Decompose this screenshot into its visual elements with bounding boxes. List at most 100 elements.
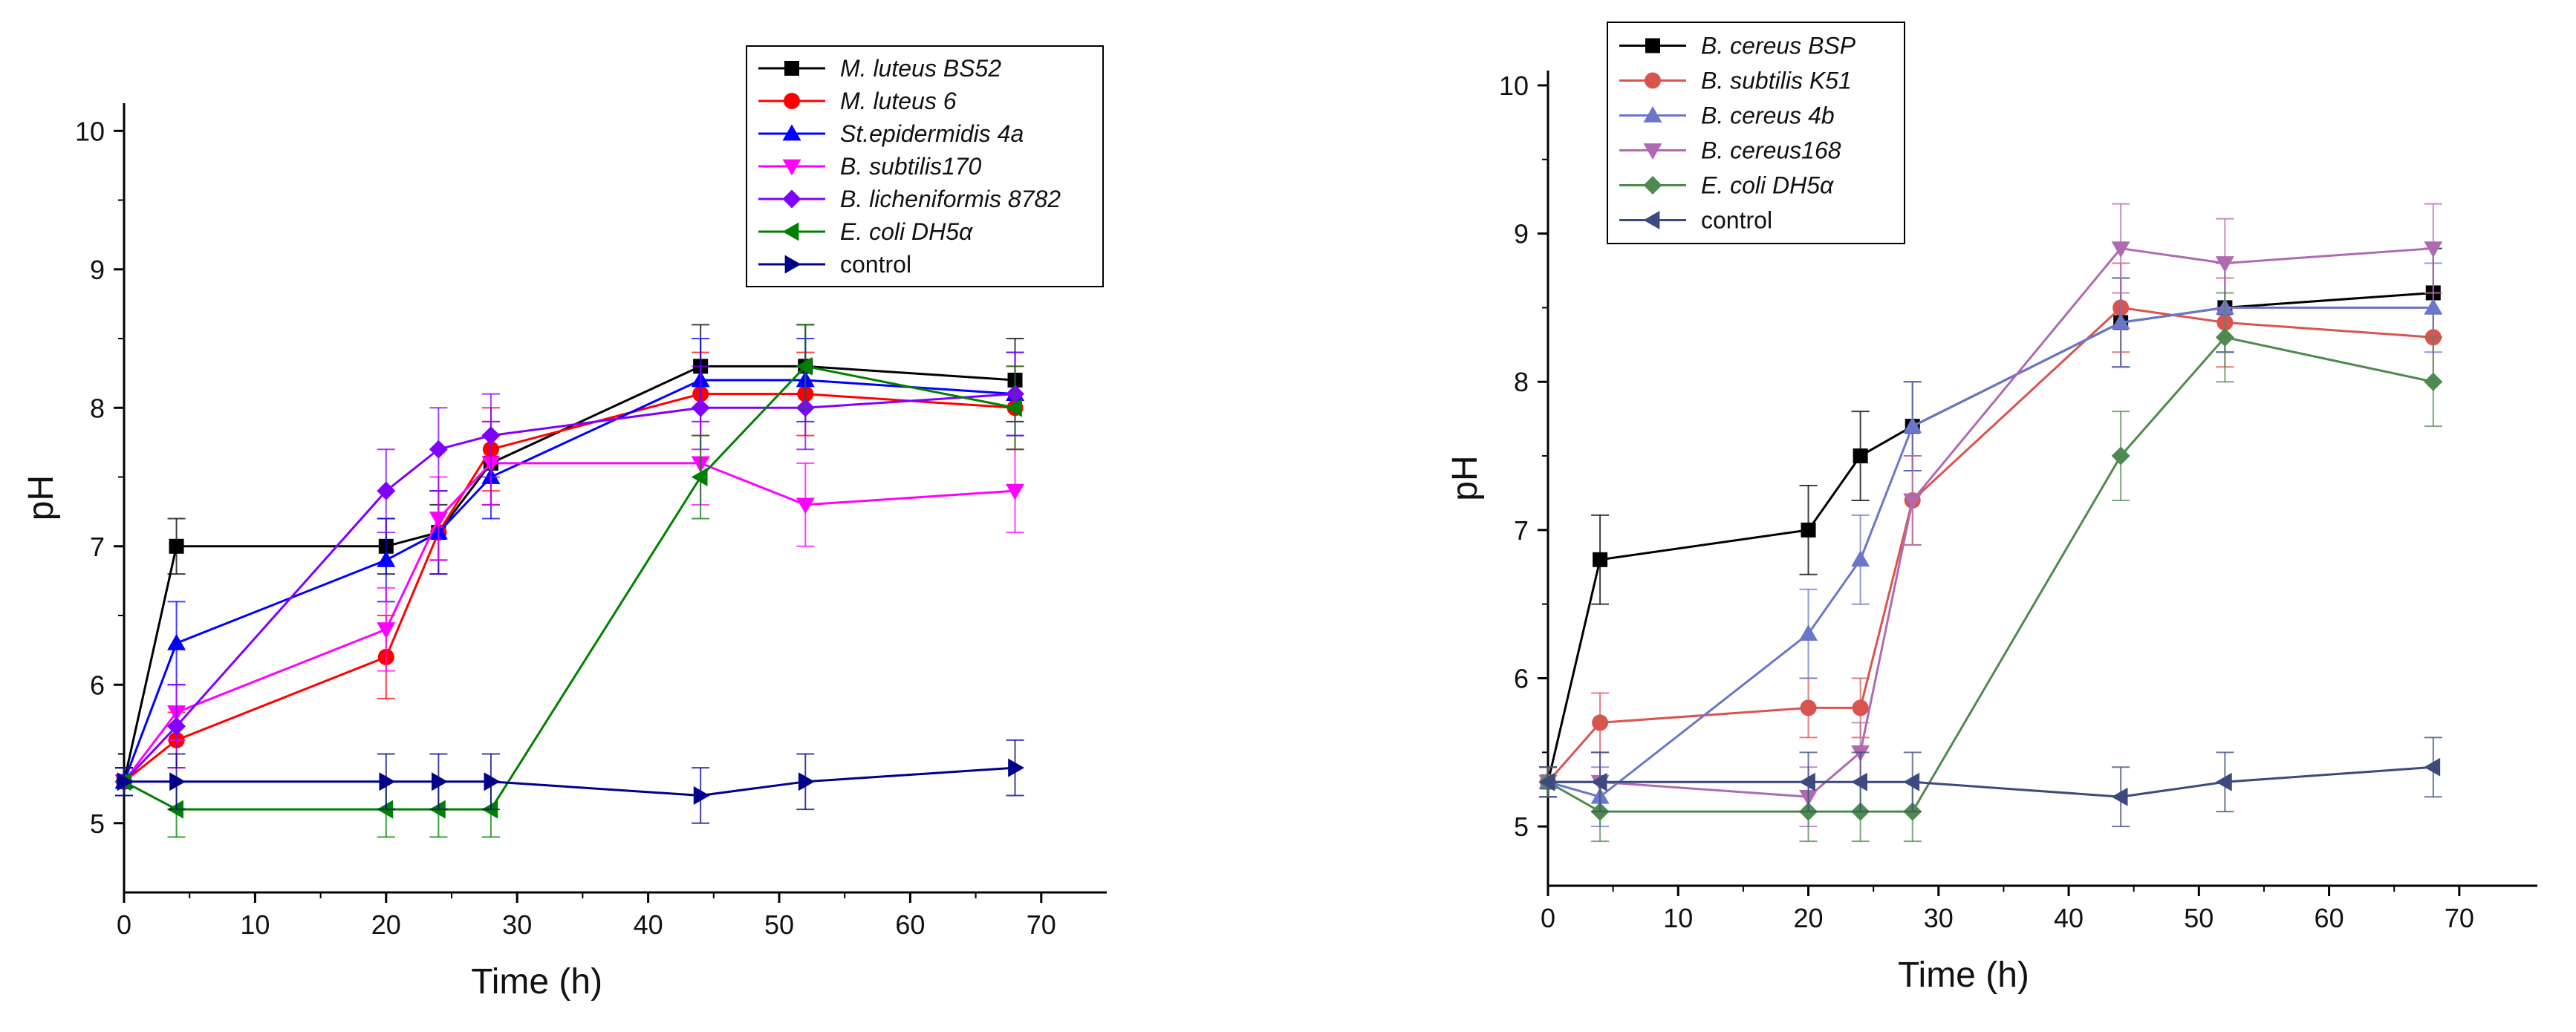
data-point: [2424, 757, 2441, 777]
legend-marker: [1643, 176, 1662, 195]
data-point: [1801, 522, 1816, 538]
x-tick-label: 10: [1663, 903, 1693, 933]
series-4: [1538, 203, 2443, 828]
data-point: [481, 426, 501, 445]
series-6: [1538, 737, 2442, 828]
data-point: [169, 772, 186, 791]
data-point: [2424, 241, 2443, 258]
data-point: [2111, 313, 2130, 330]
x-tick-label: 70: [2445, 903, 2474, 933]
legend-label: control: [1701, 207, 1772, 234]
chart-right: 0 10 20 30 40 50 60 70 5 6 7 8 9 10 Time (h) pH B. cereu…: [1445, 22, 2537, 995]
data-point: [1853, 448, 1868, 464]
data-point: [377, 550, 396, 567]
data-point: [798, 772, 815, 791]
data-point: [2111, 446, 2130, 466]
series-line: [1546, 306, 2433, 783]
data-point: [429, 440, 448, 459]
data-point: [1852, 699, 1869, 716]
x-axis-label: Time (h): [1898, 956, 2029, 995]
series-line: [123, 393, 1015, 783]
legend-label: B. licheniformis 8782: [840, 186, 1061, 212]
data-point: [691, 398, 710, 417]
y-tick-label: 6: [1514, 664, 1529, 694]
legend-label: B. subtilis170: [840, 153, 982, 180]
legend-marker: [1645, 72, 1661, 89]
y-tick-label: 9: [90, 255, 105, 285]
legend-label: B. cereus BSP: [1701, 33, 1856, 59]
data-point: [693, 786, 710, 805]
legend-marker: [782, 189, 801, 209]
y-tick-label: 5: [90, 809, 105, 839]
x-tick-label: 50: [764, 909, 794, 940]
data-point: [1800, 699, 1817, 716]
data-point: [1903, 417, 1922, 434]
data-point: [796, 497, 815, 515]
series-2: [1539, 262, 2442, 798]
series-line: [1548, 246, 2433, 798]
legend-marker: [1643, 143, 1662, 160]
legend-marker: [782, 222, 799, 241]
x-axis-label: Time (h): [471, 962, 602, 1002]
x-tick-label: 60: [2315, 903, 2344, 933]
data-point: [1851, 772, 1868, 791]
series-line: [1547, 306, 2433, 798]
data-point: [796, 356, 813, 376]
legend-label: control: [840, 251, 911, 278]
legend-marker: [784, 255, 801, 274]
data-point: [2215, 772, 2232, 791]
x-ticks: 0 10 20 30 40 50 60 70: [117, 892, 1056, 940]
legend-marker: [1645, 38, 1660, 53]
y-tick-label: 8: [90, 393, 105, 423]
data-point: [429, 512, 448, 528]
legend-label: St.epidermidis 4a: [840, 120, 1024, 147]
data-point: [1799, 772, 1815, 791]
data-point: [167, 633, 186, 650]
legend-label: E. coli DH5α: [1701, 172, 1834, 199]
x-tick-label: 40: [634, 909, 663, 940]
chart-left: 0 10 20 30 40 50 60 70 5 6 7 8 9 10 Time (h) pH M. luteu…: [22, 45, 1107, 1002]
data-point: [1006, 398, 1022, 417]
x-tick-label: 60: [895, 909, 925, 940]
y-ticks: 5 6 7 8 9 10: [75, 116, 124, 839]
data-point: [1903, 772, 1920, 791]
series-line: [123, 379, 1015, 783]
series-line: [124, 766, 1015, 797]
legend-marker: [784, 61, 799, 76]
data-point: [431, 772, 448, 791]
y-tick-label: 7: [1514, 515, 1529, 546]
legend-label: M. luteus 6: [840, 88, 957, 114]
legend-label: B. cereus168: [1701, 137, 1841, 164]
legend: B. cereus BSP B. subtilis K51 B. cereus 4b…: [1607, 22, 1905, 244]
series-3: [114, 338, 1025, 797]
series-line: [123, 462, 1015, 783]
y-tick-label: 7: [90, 532, 105, 562]
legend-label: M. luteus BS52: [840, 55, 1001, 82]
series-line: [123, 393, 1015, 783]
x-tick-label: 10: [240, 909, 270, 940]
legend-label: B. cereus 4b: [1701, 102, 1835, 129]
legend-marker: [782, 159, 801, 176]
x-tick-label: 0: [1541, 903, 1555, 933]
y-tick-label: 6: [90, 670, 105, 700]
y-axis-label: pH: [1445, 455, 1485, 500]
x-tick-label: 30: [502, 909, 532, 940]
x-tick-label: 20: [1794, 903, 1824, 933]
series-5: [114, 351, 1025, 797]
data-point: [2111, 241, 2130, 258]
data-point: [484, 772, 501, 791]
legend-marker: [1643, 106, 1662, 123]
data-point: [691, 468, 708, 487]
data-point: [2215, 256, 2234, 273]
y-tick-label: 10: [1499, 71, 1529, 101]
data-point: [169, 538, 184, 554]
x-tick-label: 0: [117, 909, 131, 940]
y-ticks: 5 6 7 8 9 10: [1499, 71, 1548, 842]
series-line: [1547, 336, 2434, 813]
data-point: [377, 481, 396, 500]
legend-label: E. coli DH5α: [840, 218, 973, 245]
data-point: [2111, 787, 2128, 806]
legend: M. luteus BS52 M. luteus 6 St.epidermidis …: [746, 45, 1104, 287]
data-point: [379, 772, 396, 791]
